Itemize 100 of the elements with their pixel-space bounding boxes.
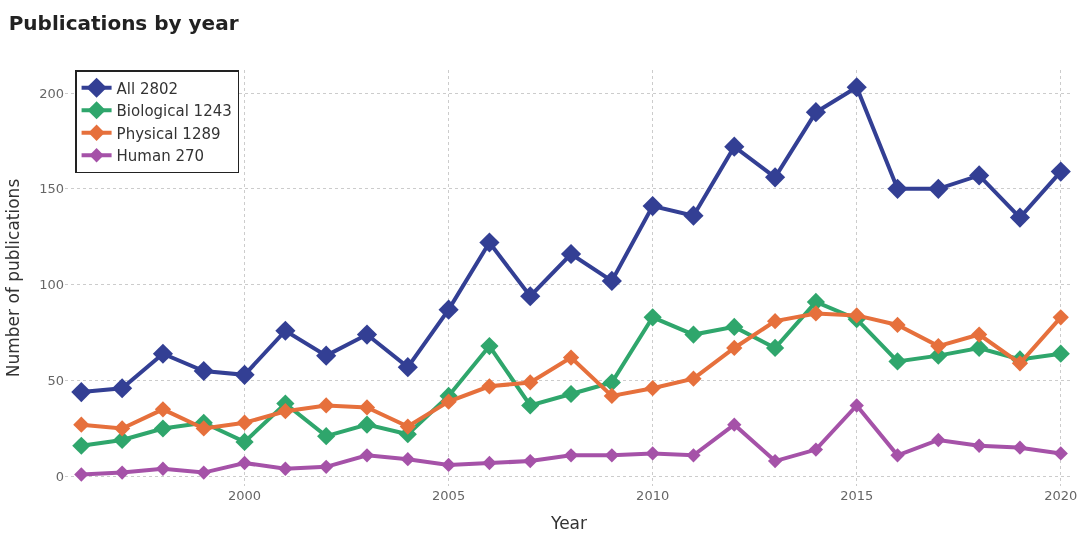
point (154, 401, 172, 418)
point (971, 438, 987, 453)
point (73, 416, 90, 433)
point (153, 419, 173, 438)
point (685, 370, 702, 387)
y-tick-label: 200 (39, 85, 64, 101)
point (359, 448, 375, 463)
point (196, 465, 211, 480)
y-tick-label: 50 (47, 373, 64, 389)
point (479, 232, 500, 253)
point (643, 308, 662, 327)
point (520, 286, 541, 307)
point (155, 461, 171, 476)
x-tick-label: 2005 (432, 488, 466, 503)
point (805, 102, 826, 123)
point (642, 196, 663, 217)
chart-title: Publications by year (8, 11, 239, 36)
point (397, 357, 418, 378)
legend-label: All 2802 (116, 79, 179, 98)
point (480, 336, 499, 356)
point (807, 305, 825, 322)
point (277, 403, 294, 420)
point (234, 364, 255, 385)
legend-label: Biological 1243 (116, 102, 232, 121)
point (726, 339, 743, 357)
point (604, 448, 619, 463)
point (602, 373, 621, 392)
point (644, 380, 661, 397)
point (237, 455, 252, 471)
point (887, 178, 908, 199)
point (601, 270, 622, 291)
point (765, 167, 786, 188)
x-axis-title: Year (550, 513, 587, 534)
legend-label: Physical 1289 (116, 124, 221, 143)
point (357, 415, 377, 434)
point (316, 345, 337, 366)
point (441, 457, 456, 473)
point (71, 381, 92, 403)
point (438, 299, 459, 320)
point (930, 337, 947, 355)
point (645, 446, 660, 461)
point (193, 360, 214, 382)
point (318, 397, 335, 414)
point (356, 324, 378, 345)
point (848, 307, 865, 324)
point (686, 448, 701, 463)
point (889, 316, 906, 334)
point (808, 442, 824, 457)
point (765, 338, 785, 358)
point (319, 459, 334, 474)
point (971, 326, 988, 343)
point (888, 352, 907, 371)
point (112, 378, 133, 399)
x-tick-label: 2000 (228, 488, 262, 503)
point (603, 387, 620, 405)
point (724, 136, 745, 157)
y-axis-title: Number of publications (2, 178, 23, 378)
point (931, 432, 946, 448)
point (1053, 446, 1068, 461)
point (846, 77, 867, 98)
point (358, 399, 376, 416)
point (849, 398, 864, 413)
y-tick-label: 100 (39, 277, 64, 293)
point (72, 436, 91, 455)
point (523, 453, 538, 469)
point (560, 243, 582, 265)
point (114, 420, 131, 437)
point (114, 465, 130, 480)
point (766, 313, 784, 330)
point (440, 393, 457, 410)
point (561, 384, 581, 404)
x-tick-label: 2020 (1044, 488, 1078, 503)
point (562, 349, 580, 366)
x-tick-label: 2015 (840, 488, 874, 503)
x-tick-label: 2010 (636, 488, 670, 503)
point (1009, 207, 1031, 228)
y-tick-label: 0 (55, 468, 64, 484)
point (683, 205, 704, 226)
point (725, 317, 744, 336)
legend-label: Human 270 (116, 147, 205, 166)
point (767, 453, 783, 469)
point (278, 461, 293, 476)
point (521, 396, 540, 415)
point (1051, 344, 1070, 363)
point (1011, 355, 1029, 372)
point (1052, 309, 1069, 326)
point (684, 325, 703, 344)
point (195, 420, 212, 437)
point (563, 448, 579, 463)
point (969, 165, 990, 186)
y-tick-label: 150 (39, 181, 64, 197)
point (275, 320, 296, 341)
point (317, 427, 336, 446)
point (481, 378, 498, 395)
point (235, 432, 254, 452)
point (727, 417, 742, 432)
point (152, 343, 174, 364)
point (970, 338, 989, 358)
point (890, 448, 905, 463)
point (1012, 440, 1028, 455)
